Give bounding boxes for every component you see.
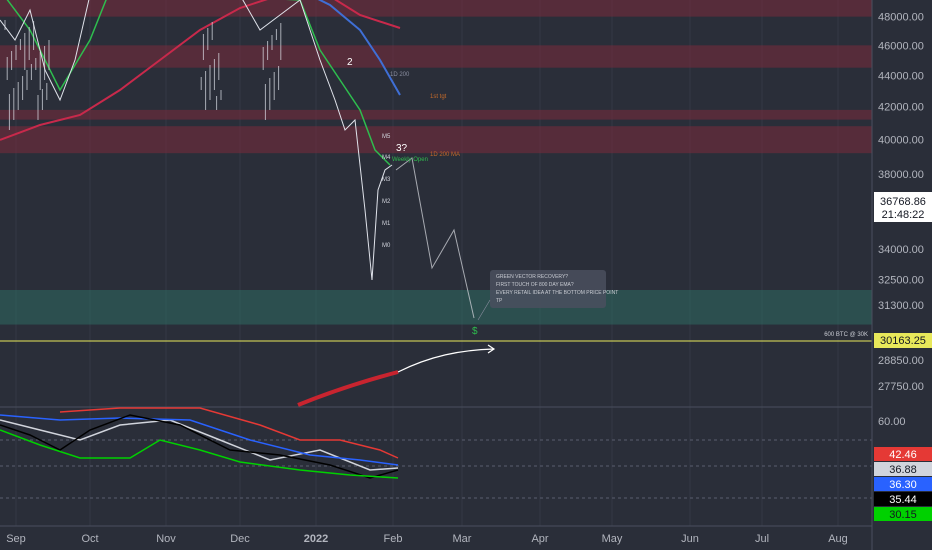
wave-label-2: 2: [347, 57, 353, 68]
y-tick-label: 32500.00: [878, 275, 924, 287]
note-pointer: [477, 299, 491, 321]
annotation-weekly-open: Weekly Open: [392, 157, 428, 163]
x-tick-label: May: [602, 533, 623, 545]
annotation-ma: 1D 200 MA: [430, 152, 460, 158]
m-level-label: M4: [382, 155, 391, 161]
oscillator-value-tags: 42.46 36.88 36.30 35.44 30.15: [874, 447, 932, 521]
x-tick-label: Feb: [384, 533, 403, 545]
x-axis-ticks: Sep Oct Nov Dec 2022 Feb Mar Apr May Jun Jul Aug: [6, 533, 848, 545]
oscillator-line: [0, 414, 399, 466]
countdown-value: 21:48:22: [882, 209, 925, 221]
oscillator-tag-value: 42.46: [889, 449, 917, 461]
current-price-tag: 36768.86 21:48:22: [874, 192, 932, 222]
oscillator-line: [59, 407, 399, 459]
wave-label-3: 3?: [396, 143, 408, 154]
price-line: [0, 0, 393, 281]
projection-path: [395, 157, 475, 319]
support-zone: [0, 289, 872, 325]
m-level-label: M1: [382, 221, 391, 227]
oscillator-tag-bg: [874, 477, 932, 491]
m-level-label: M0: [382, 243, 391, 249]
resistance-zone: [0, 109, 872, 120]
annotation-1st-tgt: 1st tgt: [430, 94, 447, 100]
oscillator-tag-bg: [874, 507, 932, 521]
annotation-1d-200: 1D 200: [390, 72, 410, 78]
m-level-label: M2: [382, 199, 391, 205]
note-line: GREEN VECTOR RECOVERY?: [496, 274, 568, 280]
note-line: FIRST TOUCH OF 800 DAY EMA?: [496, 282, 574, 288]
y-tick-label: 46000.00: [878, 40, 924, 52]
y-tick-label: 27750.00: [878, 381, 924, 393]
oscillator-line: [0, 429, 399, 479]
x-tick-label: Mar: [453, 533, 472, 545]
y-tick-label: 48000.00: [878, 12, 924, 24]
x-tick-label: Jun: [681, 533, 699, 545]
price-series: [0, 0, 401, 281]
y-tick-label: 60.00: [878, 416, 906, 428]
oscillator-pane: [0, 407, 872, 499]
m-level-label: M3: [382, 177, 391, 183]
y-tick-label: 34000.00: [878, 244, 924, 256]
y-tick-label: 38000.00: [878, 169, 924, 181]
x-tick-label: Oct: [81, 533, 98, 545]
series-line-blue: [317, 0, 401, 96]
x-tick-label: Sep: [6, 533, 26, 545]
m-level-label: M5: [382, 134, 391, 140]
oscillator-tag-value: 36.88: [889, 464, 917, 476]
resistance-zone: [0, 45, 872, 68]
oscillator-series: [0, 407, 399, 479]
x-tick-label: Dec: [230, 533, 250, 545]
x-tick-label: 2022: [304, 533, 328, 545]
y-tick-label: 31300.00: [878, 300, 924, 312]
x-tick-label: Jul: [755, 533, 769, 545]
level-price-value: 30163.25: [880, 335, 926, 347]
x-tick-label: Aug: [828, 533, 848, 545]
y-tick-label: 42000.00: [878, 102, 924, 114]
oscillator-tag-bg: [874, 462, 932, 476]
y-tick-label: 40000.00: [878, 135, 924, 147]
level-line-label: 600 BTC @ 30K: [824, 332, 868, 338]
arrow-head: [487, 344, 496, 354]
oscillator-tag-bg: [874, 492, 932, 506]
dollar-marker: $: [472, 326, 478, 337]
m-level-labels: M5 M4 M3 M2 M1 M0: [382, 134, 391, 249]
resistance-zone: [0, 0, 872, 17]
y-axis-ticks: 48000.00 46000.00 44000.00 42000.00 40000.00…: [878, 12, 924, 428]
current-price-value: 36768.86: [880, 196, 926, 208]
vertical-gridlines: [15, 0, 839, 526]
x-tick-label: Nov: [156, 533, 176, 545]
oscillator-tag-value: 35.44: [889, 494, 917, 506]
oscillator-line: [0, 419, 399, 471]
note-line: EVERY RETAIL IDEA AT THE BOTTOM PRICE PO…: [496, 290, 618, 296]
oscillator-tag-value: 36.30: [889, 479, 917, 491]
red-vector-arrow: [297, 370, 399, 407]
oscillator-tag-value: 30.15: [889, 509, 917, 521]
y-tick-label: 28850.00: [878, 355, 924, 367]
oscillator-tag-bg: [874, 447, 932, 461]
series-line-green: [6, 0, 391, 166]
oscillator-line: [0, 414, 399, 479]
note-box: GREEN VECTOR RECOVERY? FIRST TOUCH OF 80…: [490, 270, 618, 308]
series-line-red: [0, 0, 401, 141]
y-tick-label: 44000.00: [878, 70, 924, 82]
x-tick-label: Apr: [531, 533, 548, 545]
resistance-zone: [0, 126, 872, 154]
note-line: TP: [496, 298, 503, 304]
level-price-tag: 30163.25: [874, 333, 932, 348]
white-recovery-arrow: [397, 348, 495, 373]
price-zones: [0, 0, 872, 325]
